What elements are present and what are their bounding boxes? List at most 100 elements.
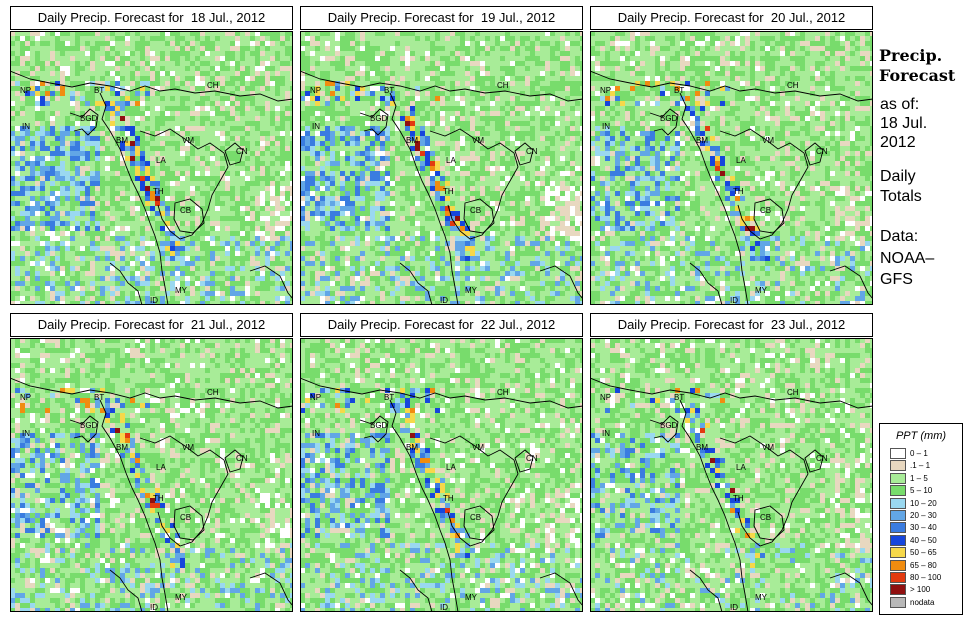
- precip-cell: [740, 91, 745, 96]
- precip-cell: [70, 91, 75, 96]
- precip-cell: [755, 176, 760, 181]
- precip-cell: [620, 96, 625, 101]
- precip-cell: [420, 276, 425, 281]
- precip-cell: [30, 76, 35, 81]
- precip-cell: [255, 261, 260, 266]
- precip-cell: [870, 36, 873, 41]
- precip-cell: [745, 141, 750, 146]
- country-label: LA: [156, 156, 166, 165]
- precip-cell: [480, 186, 485, 191]
- precip-cell: [765, 66, 770, 71]
- precip-cell: [325, 276, 330, 281]
- precip-cell: [40, 191, 45, 196]
- precip-cell: [465, 66, 470, 71]
- precip-cell: [140, 141, 145, 146]
- precip-cell: [665, 176, 670, 181]
- precip-cell: [245, 216, 250, 221]
- precip-cell: [770, 61, 775, 66]
- precip-cell: [140, 176, 145, 181]
- precip-cell: [535, 191, 540, 196]
- precip-cell: [325, 186, 330, 191]
- precip-cell: [845, 41, 850, 46]
- precip-cell: [320, 206, 325, 211]
- precip-cell: [45, 241, 50, 246]
- precip-cell: [790, 36, 795, 41]
- precip-cell: [430, 266, 435, 271]
- precip-cell: [650, 171, 655, 176]
- precip-cell: [410, 51, 415, 56]
- precip-cell: [355, 51, 360, 56]
- precip-cell: [425, 36, 430, 41]
- precip-cell: [150, 166, 155, 171]
- precip-cell: [200, 116, 205, 121]
- precip-cell: [325, 71, 330, 76]
- precip-cell: [240, 126, 245, 131]
- precip-cell: [430, 186, 435, 191]
- precip-cell: [15, 271, 20, 276]
- precip-cell: [60, 176, 65, 181]
- precip-cell: [140, 116, 145, 121]
- precip-cell: [500, 131, 505, 136]
- precip-cell: [225, 246, 230, 251]
- precip-cell: [690, 91, 695, 96]
- precip-cell: [470, 156, 475, 161]
- precip-cell: [825, 56, 830, 61]
- precip-cell: [135, 136, 140, 141]
- precip-cell: [740, 46, 745, 51]
- precip-cell: [435, 231, 440, 236]
- precip-cell: [140, 206, 145, 211]
- precip-cell: [865, 166, 870, 171]
- precip-cell: [20, 46, 25, 51]
- precip-cell: [190, 46, 195, 51]
- precip-cell: [10, 161, 15, 166]
- precip-cell: [385, 151, 390, 156]
- precip-cell: [125, 61, 130, 66]
- precip-cell: [55, 211, 60, 216]
- precip-cell: [240, 161, 245, 166]
- precip-cell: [850, 66, 855, 71]
- precip-cell: [510, 156, 515, 161]
- country-label: BT: [384, 86, 394, 95]
- precip-cell: [750, 81, 755, 86]
- precip-cell: [870, 61, 873, 66]
- precip-cell: [25, 126, 30, 131]
- precip-cell: [375, 71, 380, 76]
- precip-cell: [565, 96, 570, 101]
- precip-cell: [640, 71, 645, 76]
- precip-cell: [120, 256, 125, 261]
- precip-cell: [140, 166, 145, 171]
- precip-cell: [580, 121, 583, 126]
- precip-cell: [815, 66, 820, 71]
- country-label: CH: [207, 81, 219, 90]
- precip-cell: [720, 116, 725, 121]
- precip-cell: [820, 131, 825, 136]
- precip-cell: [230, 156, 235, 161]
- precip-cell: [200, 276, 205, 281]
- precip-cell: [130, 111, 135, 116]
- precip-cell: [430, 91, 435, 96]
- precip-cell: [580, 241, 583, 246]
- precip-cell: [110, 276, 115, 281]
- precip-cell: [175, 86, 180, 91]
- precip-cell: [350, 131, 355, 136]
- precip-cell: [195, 171, 200, 176]
- precip-cell: [130, 296, 135, 301]
- precip-cell: [655, 181, 660, 186]
- precip-cell: [390, 171, 395, 176]
- precip-cell: [180, 286, 185, 291]
- precip-cell: [540, 151, 545, 156]
- precip-cell: [225, 66, 230, 71]
- precip-cell: [205, 206, 210, 211]
- precip-cell: [480, 116, 485, 121]
- precip-cell: [355, 121, 360, 126]
- precip-cell: [350, 116, 355, 121]
- precip-cell: [45, 81, 50, 86]
- precip-cell: [660, 136, 665, 141]
- precip-cell: [395, 236, 400, 241]
- precip-cell: [345, 231, 350, 236]
- precip-cell: [195, 56, 200, 61]
- precip-cell: [510, 271, 515, 276]
- precip-cell: [320, 91, 325, 96]
- precip-cell: [35, 166, 40, 171]
- precip-cell: [10, 201, 15, 206]
